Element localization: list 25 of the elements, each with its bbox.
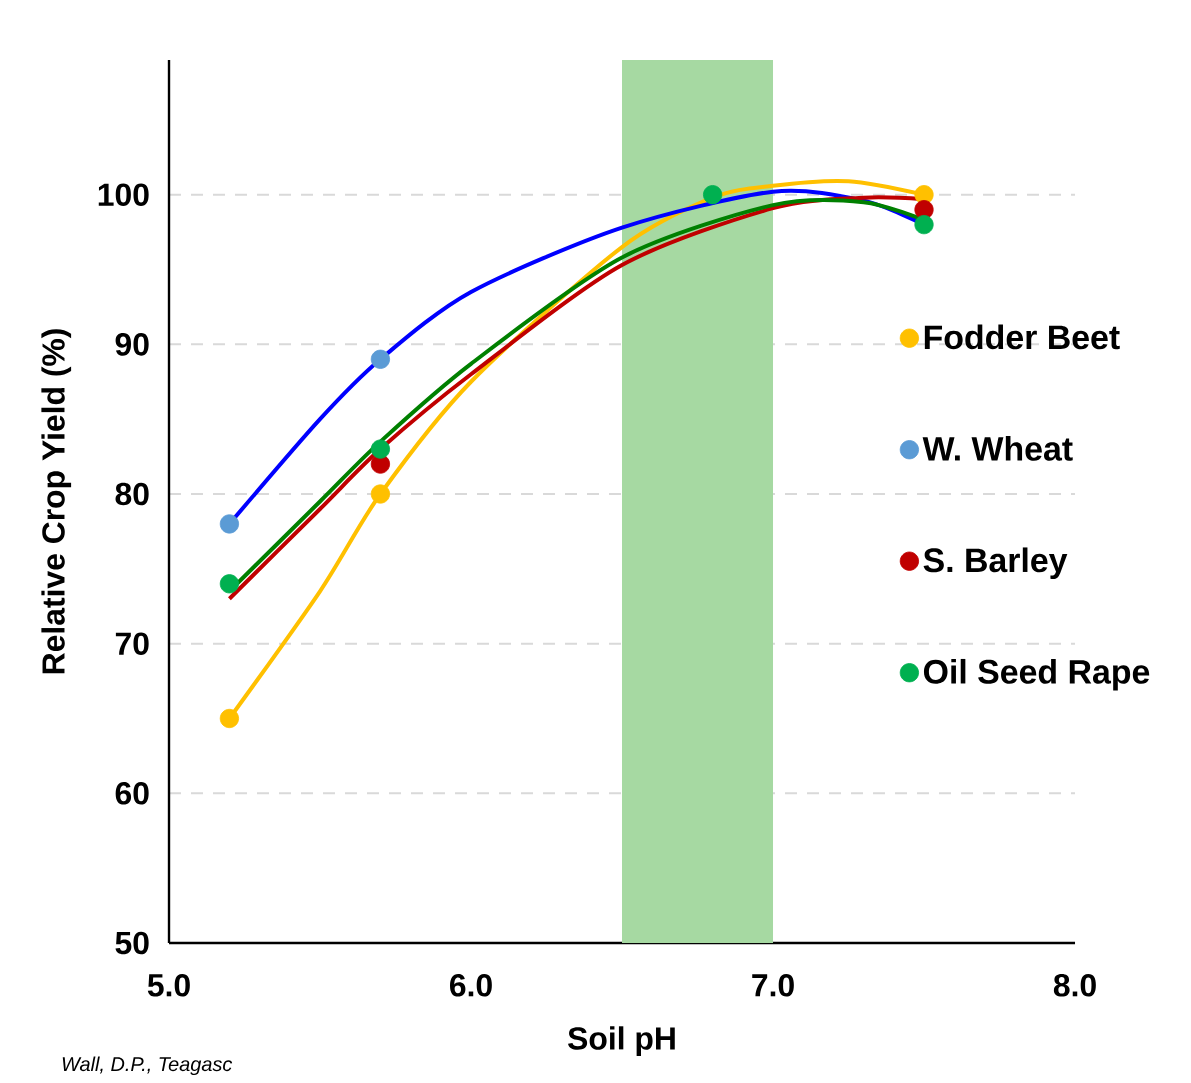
legend-label: W. Wheat xyxy=(922,435,1073,461)
text: Wall, D.P., Teagasc xyxy=(62,1056,233,1076)
y-tick-label: 90 xyxy=(115,333,149,356)
x-tick-label: 8.0 xyxy=(1053,974,1096,997)
x-axis-title: Soil pH xyxy=(568,1026,675,1056)
y-tick-label: 80 xyxy=(115,482,149,506)
y-tick-label: 50 xyxy=(115,931,149,955)
point xyxy=(219,708,240,729)
point xyxy=(370,349,391,369)
point xyxy=(703,185,723,205)
y-axis-title: Relative Crop Yield (%) xyxy=(41,329,72,674)
point xyxy=(914,215,934,235)
point xyxy=(370,484,391,504)
x-tick-label: 5.0 xyxy=(147,974,190,997)
point xyxy=(219,514,240,534)
y-tick-label: 70 xyxy=(115,632,149,655)
x-tick-label: 7.0 xyxy=(752,974,794,997)
point xyxy=(370,439,391,459)
y-tick-label: 100 xyxy=(98,183,149,206)
point xyxy=(219,574,240,594)
legend-label: S. Barley xyxy=(923,547,1068,579)
legend-label: Oil Seed Rape xyxy=(923,658,1150,691)
y-tick-label: 60 xyxy=(115,782,149,805)
x-tick-label: 6.0 xyxy=(450,974,492,997)
legend-label: Fodder Beet xyxy=(924,324,1120,350)
